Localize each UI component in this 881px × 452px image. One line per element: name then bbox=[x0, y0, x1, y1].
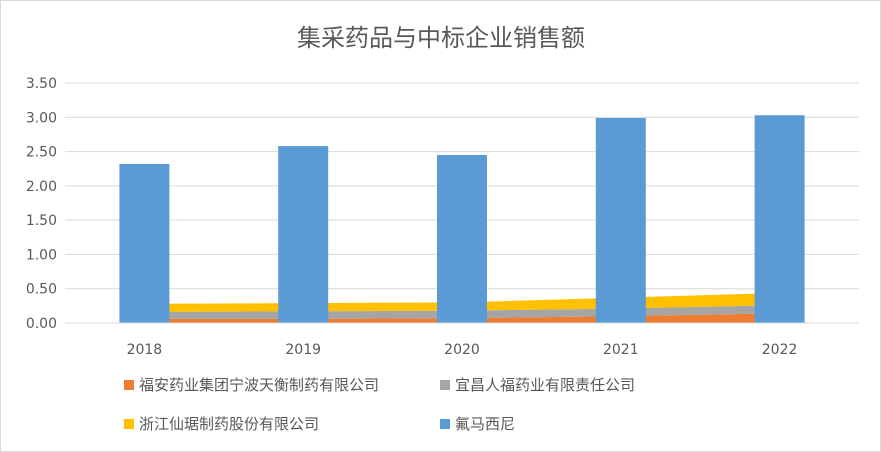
y-tick-label: 2.50 bbox=[26, 145, 57, 161]
y-tick-label: 3.00 bbox=[26, 110, 57, 126]
bar bbox=[278, 146, 329, 323]
y-tick-label: 0.50 bbox=[26, 282, 57, 298]
y-tick-label: 0.00 bbox=[26, 316, 57, 332]
y-tick-label: 1.00 bbox=[26, 247, 57, 263]
legend-swatch bbox=[440, 419, 450, 429]
x-tick-label: 2018 bbox=[127, 342, 163, 358]
legend-label: 氟马西尼 bbox=[455, 415, 515, 433]
bar bbox=[754, 115, 805, 323]
chart-title: 集采药品与中标企业销售额 bbox=[297, 24, 585, 52]
bar-layer bbox=[119, 115, 805, 323]
x-tick-label: 2021 bbox=[603, 342, 639, 358]
bar bbox=[595, 117, 646, 323]
legend-layer: 福安药业集团宁波天衡制药有限公司 宜昌人福药业有限责任公司浙江仙琚制药股份有限公司… bbox=[124, 376, 635, 433]
legend-swatch bbox=[124, 419, 134, 429]
x-tick-label: 2020 bbox=[444, 342, 480, 358]
y-tick-label: 3.50 bbox=[26, 76, 57, 92]
legend-swatch bbox=[124, 380, 134, 390]
axis-layer: 0.00 0.50 1.00 1.50 2.00 2.50 3.00 3.50 2018 2019… bbox=[26, 76, 859, 358]
legend-label: 福安药业集团宁波天衡制药有限公司 bbox=[139, 376, 379, 394]
bar bbox=[437, 155, 487, 323]
legend-label: 宜昌人福药业有限责任公司 bbox=[455, 376, 635, 394]
y-tick-label: 1.50 bbox=[26, 213, 57, 229]
x-tick-label: 2019 bbox=[285, 342, 321, 358]
y-tick-label: 2.00 bbox=[26, 179, 57, 195]
bar bbox=[119, 163, 170, 323]
legend-label: 浙江仙琚制药股份有限公司 bbox=[139, 415, 319, 433]
x-tick-label: 2022 bbox=[762, 342, 798, 358]
legend-swatch bbox=[440, 380, 450, 390]
